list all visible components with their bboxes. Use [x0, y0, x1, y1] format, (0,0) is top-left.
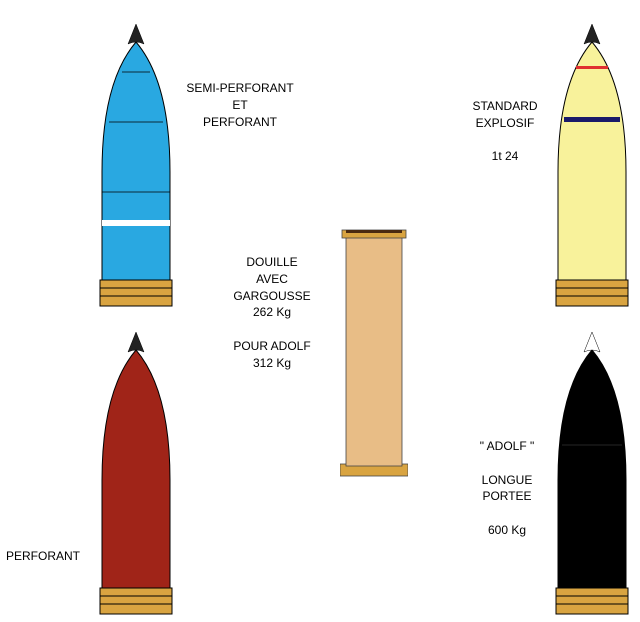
- label-semi-perforant: SEMI-PERFORANT ET PERFORANT: [180, 80, 300, 130]
- shell-adolf: [552, 330, 632, 618]
- label-perforant: PERFORANT: [6, 548, 96, 565]
- label-standard-explosif: STANDARD EXPLOSIF 1t 24: [460, 98, 550, 165]
- label-adolf: " ADOLF " LONGUE PORTEE 600 Kg: [462, 438, 552, 539]
- shell-semi-perforant: [96, 22, 176, 310]
- shell-perforant: [96, 330, 176, 618]
- casing: [340, 228, 408, 478]
- shell-standard-explosif: [552, 22, 632, 310]
- label-casing: DOUILLE AVEC GARGOUSSE 262 Kg POUR ADOLF…: [212, 254, 332, 372]
